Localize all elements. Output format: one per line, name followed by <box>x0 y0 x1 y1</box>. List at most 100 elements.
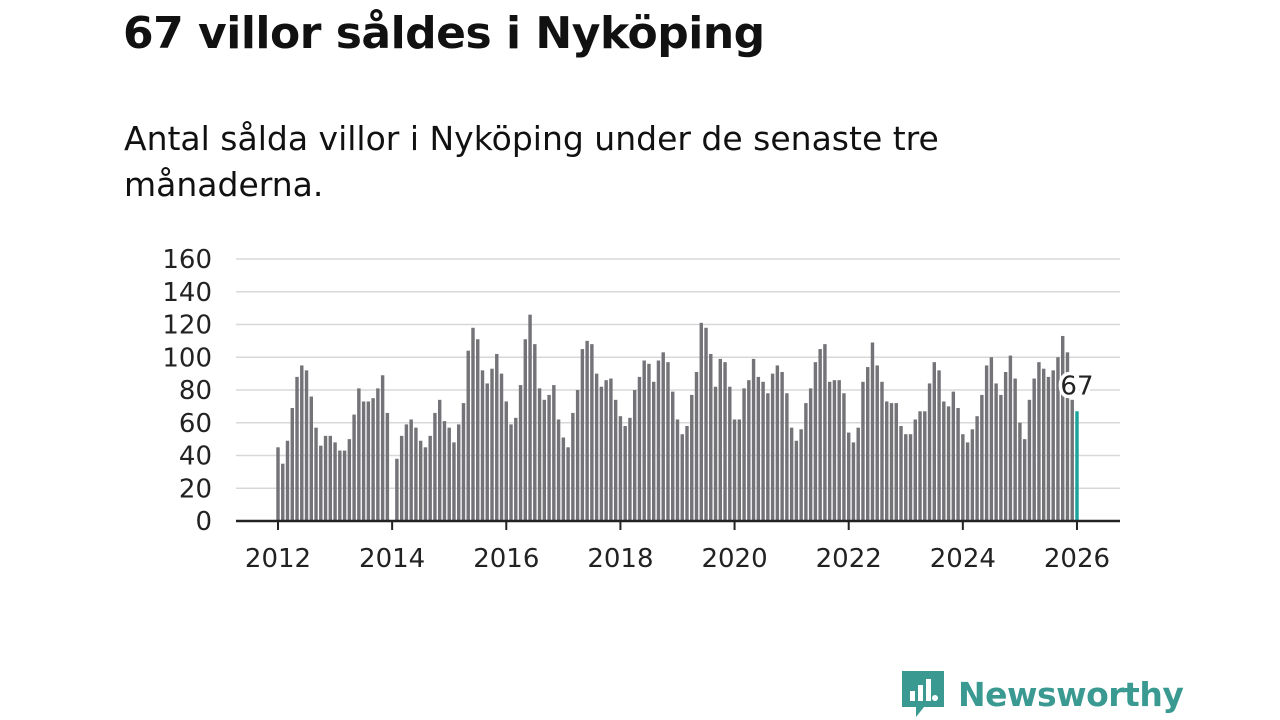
newsworthy-logo-icon <box>902 671 944 717</box>
bar <box>827 381 832 521</box>
x-tick-label: 2026 <box>1044 544 1110 574</box>
bar <box>970 429 975 521</box>
bar <box>789 427 794 521</box>
y-tick-label: 20 <box>179 474 212 504</box>
bar <box>547 394 551 521</box>
bar <box>476 339 480 521</box>
x-tick-label: 2018 <box>587 544 653 574</box>
bar <box>1018 422 1022 521</box>
bar <box>761 381 765 521</box>
bar <box>442 421 447 521</box>
bar <box>304 370 309 521</box>
bar <box>656 360 661 521</box>
bar <box>509 424 513 521</box>
bar <box>756 376 761 521</box>
bar <box>965 442 970 521</box>
bar <box>675 419 680 521</box>
bar <box>1037 362 1041 521</box>
x-tick-label: 2012 <box>245 544 311 574</box>
latest-value-annotation: 67 <box>1057 368 1097 405</box>
bar <box>1056 357 1060 521</box>
latest-value-label: 67 <box>1060 371 1093 401</box>
bar <box>747 380 751 521</box>
x-axis-ticks <box>277 521 1078 530</box>
bar <box>794 440 799 521</box>
bar <box>533 344 537 521</box>
bar <box>661 352 665 521</box>
bar <box>414 427 418 521</box>
bar <box>813 362 818 521</box>
bar <box>885 401 889 521</box>
bar <box>300 365 304 521</box>
bar <box>984 365 989 521</box>
bar <box>338 450 342 521</box>
x-axis-labels: 2012 2014 2016 2018 2020 2022 2024 2026 <box>245 544 1110 574</box>
bar <box>956 408 960 521</box>
bar <box>295 376 299 521</box>
bar <box>837 380 841 521</box>
bar <box>737 419 742 521</box>
x-tick-label: 2022 <box>816 544 882 574</box>
bar <box>861 381 865 521</box>
chart-bars <box>276 314 1079 522</box>
bar <box>775 365 780 521</box>
bar <box>409 419 413 521</box>
page-title: 67 villor såldes i Nyköping <box>123 8 765 59</box>
bar <box>1032 378 1036 521</box>
brand-logo[interactable]: Newsworthy <box>902 670 1184 718</box>
bar <box>466 350 470 521</box>
bar <box>946 406 951 522</box>
bar <box>437 399 442 521</box>
bar <box>380 375 385 521</box>
bar <box>1065 352 1070 521</box>
bar <box>628 417 632 521</box>
bar <box>785 393 789 521</box>
bar <box>728 386 732 521</box>
bar <box>999 394 1003 521</box>
bar <box>846 432 851 521</box>
bar <box>423 447 428 521</box>
bar <box>908 434 913 521</box>
bar <box>418 440 423 521</box>
bar <box>594 373 599 522</box>
bar <box>404 424 409 521</box>
bar <box>599 386 604 521</box>
bar <box>323 435 328 521</box>
bar <box>399 435 404 521</box>
bar <box>504 401 508 521</box>
bar <box>290 408 294 521</box>
bar <box>1070 399 1074 521</box>
y-tick-label: 40 <box>179 442 212 472</box>
bar <box>314 427 318 521</box>
bar <box>485 383 489 521</box>
bar <box>452 442 456 521</box>
bar <box>899 426 903 521</box>
bar <box>766 393 770 521</box>
bar <box>523 339 528 521</box>
bar <box>975 416 979 521</box>
bar <box>361 401 366 521</box>
bar <box>647 363 651 521</box>
bar <box>366 401 371 521</box>
y-tick-label: 60 <box>179 409 212 439</box>
x-tick-label: 2020 <box>701 544 767 574</box>
bar <box>276 447 280 521</box>
bar <box>989 357 994 521</box>
bar <box>780 371 784 521</box>
bar <box>799 429 803 521</box>
bar <box>913 419 917 521</box>
bar <box>652 381 656 521</box>
bar <box>561 437 566 521</box>
bar <box>632 390 637 521</box>
bar <box>352 414 356 521</box>
bar <box>590 344 594 521</box>
bar <box>866 367 870 521</box>
bar <box>851 442 856 521</box>
bar <box>880 381 884 521</box>
bar <box>342 450 347 521</box>
bar <box>823 344 827 521</box>
bar <box>723 362 727 521</box>
bar <box>1051 370 1055 521</box>
